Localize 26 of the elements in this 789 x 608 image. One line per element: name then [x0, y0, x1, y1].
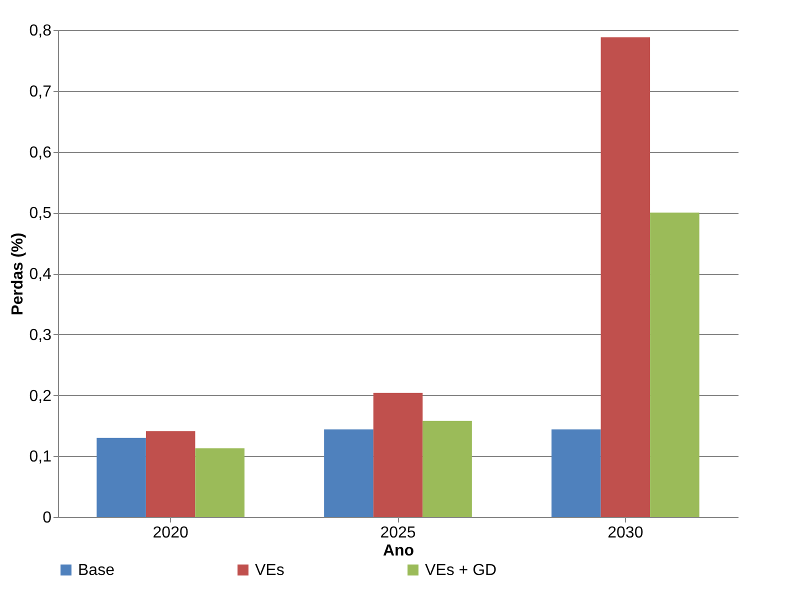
legend-label: VEs + GD	[425, 562, 497, 579]
bar	[373, 392, 423, 517]
x-axis-title: Ano	[382, 542, 414, 560]
y-tick-label: 0,6	[29, 144, 52, 162]
y-tick-label: 0,2	[29, 388, 52, 405]
y-tick-label: 0,3	[29, 326, 52, 344]
y-axis-title: Perdas (%)	[9, 232, 26, 316]
bar	[600, 37, 650, 517]
x-tick-label: 2020	[152, 524, 188, 542]
bar	[195, 448, 244, 517]
bar	[96, 438, 146, 517]
y-tick-label: 0,5	[29, 205, 52, 222]
x-tick-label: 2025	[380, 524, 416, 542]
y-tick-label: 0	[42, 510, 52, 526]
y-tick-label: 0,8	[29, 22, 52, 40]
bar	[146, 431, 196, 517]
x-tick-label: 2030	[608, 524, 644, 542]
legend-label: VEs	[255, 562, 284, 579]
bar	[650, 212, 700, 517]
legend-label: Base	[78, 562, 115, 579]
y-tick-label: 0,4	[29, 266, 52, 283]
bar	[552, 429, 601, 517]
y-tick-label: 0,7	[29, 83, 52, 100]
bar	[324, 429, 374, 517]
y-tick-label: 0,1	[29, 448, 52, 466]
bar	[422, 420, 472, 517]
